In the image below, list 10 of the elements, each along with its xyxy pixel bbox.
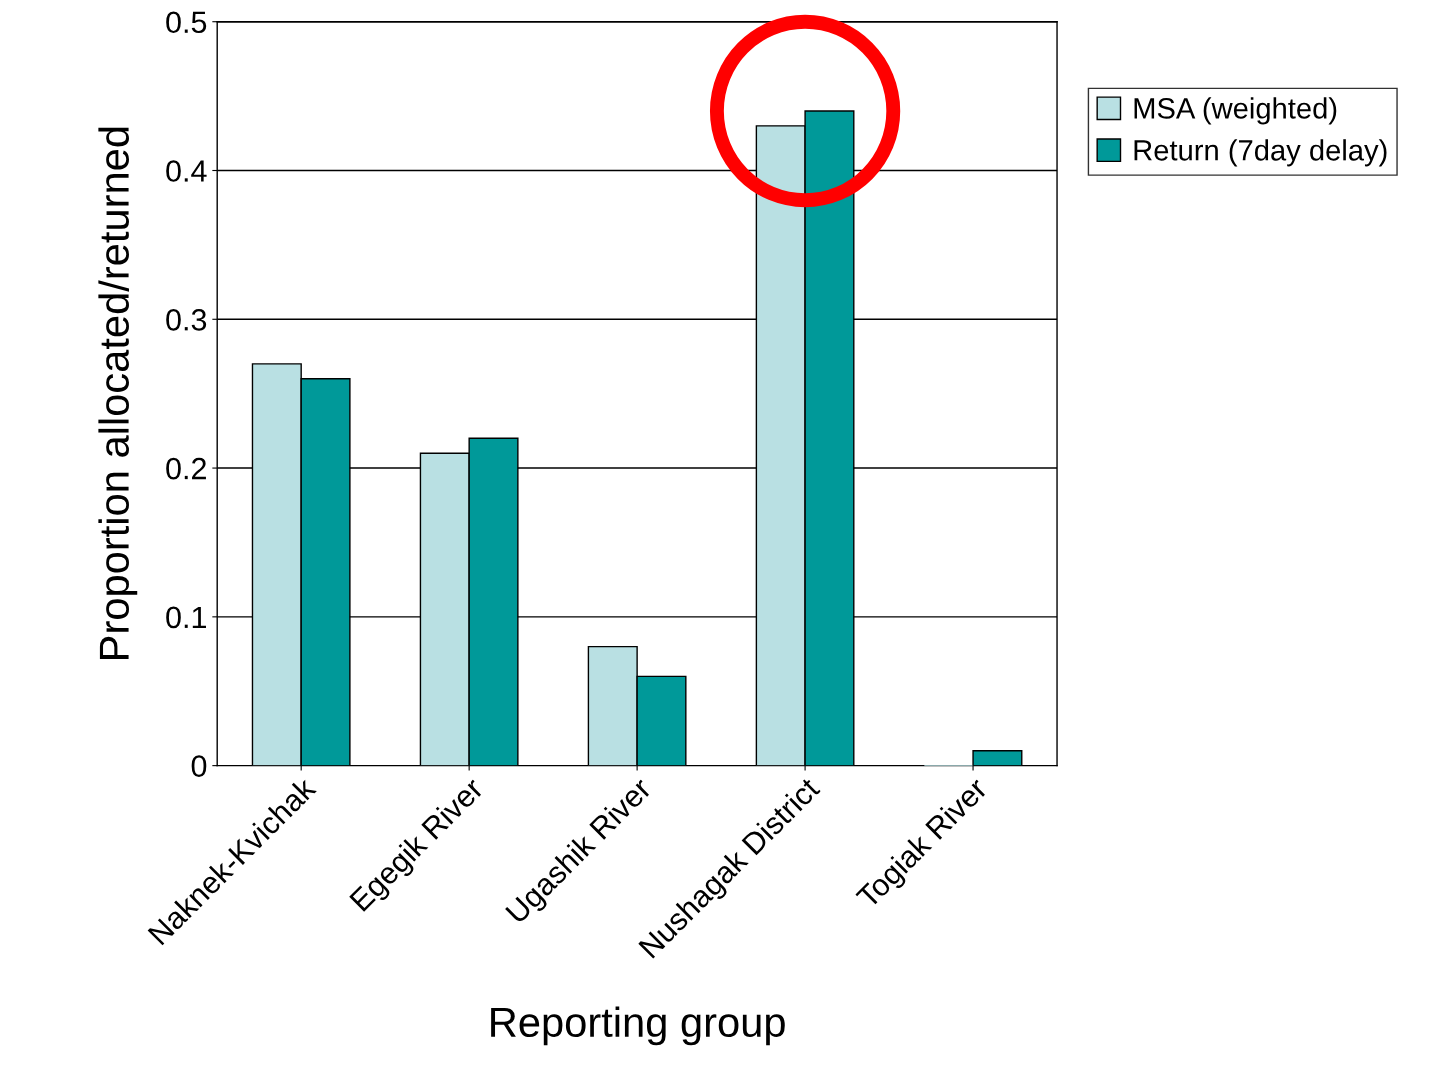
legend-label: Return (7day delay) [1134,139,1387,167]
x-axis-title: Reporting group [491,1006,785,1046]
y-tick-label: 0.2 [166,457,206,480]
y-tick-label: 0.1 [166,606,206,629]
y-tick-label: 0 [191,755,207,777]
y-tick-label: 0.3 [166,309,207,331]
y-tick-label: 0.4 [166,160,207,182]
y-axis-title: Proportion allocated/returned [98,127,138,659]
legend-label: MSA (weighted) [1134,97,1337,125]
y-tick-label: 0.5 [166,11,207,34]
